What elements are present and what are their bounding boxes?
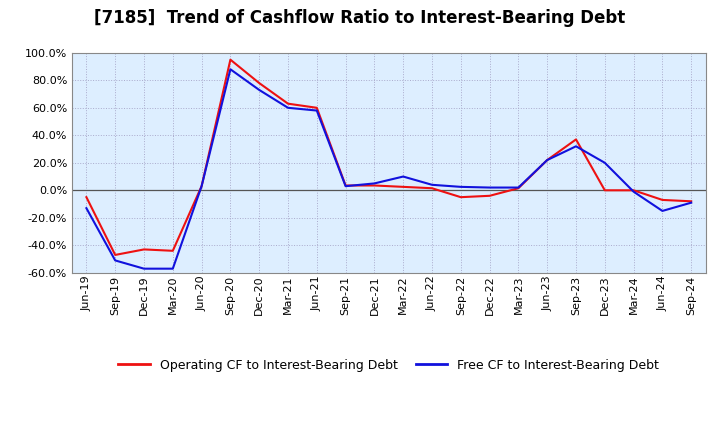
- Text: [7185]  Trend of Cashflow Ratio to Interest-Bearing Debt: [7185] Trend of Cashflow Ratio to Intere…: [94, 9, 626, 27]
- Legend: Operating CF to Interest-Bearing Debt, Free CF to Interest-Bearing Debt: Operating CF to Interest-Bearing Debt, F…: [113, 354, 665, 377]
